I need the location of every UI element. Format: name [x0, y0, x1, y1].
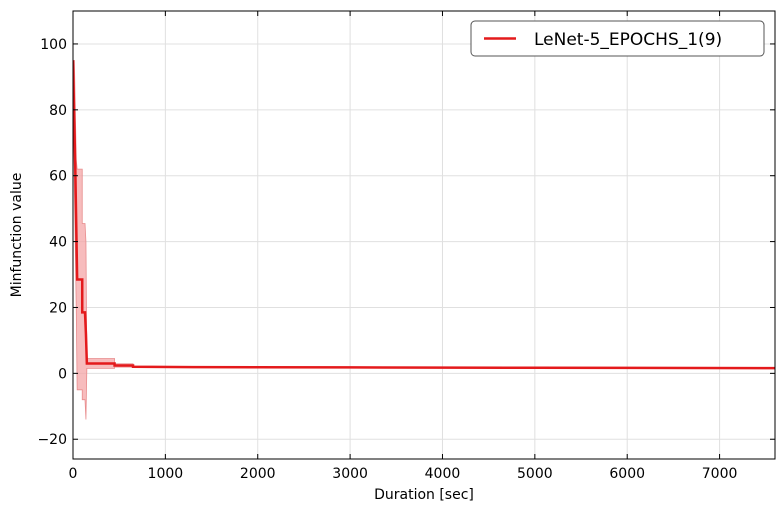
ticks — [72, 11, 775, 459]
y-tick-label: −20 — [37, 432, 67, 448]
grid — [72, 11, 775, 459]
legend-box — [470, 20, 765, 57]
plot-frame — [72, 10, 776, 460]
series-0-confidence-band — [73, 60, 775, 420]
x-tick-label: 6000 — [609, 466, 645, 482]
x-tick-label: 4000 — [425, 466, 461, 482]
x-axis-title: Duration [sec] — [374, 487, 474, 503]
x-tick-label: 2000 — [240, 466, 276, 482]
tick-labels: 0 1000 2000 3000 4000 5000 6000 7000 −20 0 20 40 60 8… — [37, 37, 737, 482]
y-tick-label: 80 — [49, 103, 67, 119]
x-tick-label: 3000 — [332, 466, 368, 482]
series-0-line — [73, 60, 775, 370]
y-tick-label: 60 — [49, 169, 67, 185]
plot-series-group — [73, 60, 775, 420]
x-tick-label: 0 — [69, 466, 78, 482]
legend: LeNet-5_EPOCHS_1(9) — [470, 20, 765, 57]
y-tick-label: 0 — [58, 366, 67, 382]
legend-label: LeNet-5_EPOCHS_1(9) — [534, 30, 722, 50]
x-tick-label: 1000 — [148, 466, 184, 482]
y-tick-label: 100 — [40, 37, 67, 53]
y-axis-title: Minfunction value — [9, 173, 25, 298]
y-tick-label: 40 — [49, 235, 67, 251]
y-tick-label: 20 — [49, 300, 67, 316]
x-tick-label: 5000 — [517, 466, 553, 482]
x-tick-label: 7000 — [702, 466, 738, 482]
